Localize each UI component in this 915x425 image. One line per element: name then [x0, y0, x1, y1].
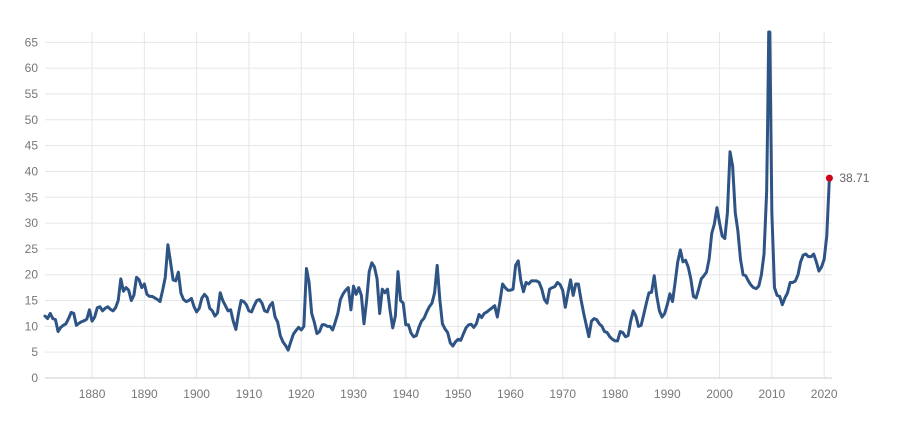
y-tick-label: 20	[25, 268, 39, 282]
y-tick-label: 35	[25, 190, 39, 204]
last-value-marker[interactable]	[825, 174, 833, 182]
x-tick-label: 2000	[706, 387, 733, 401]
y-tick-label: 55	[25, 87, 39, 101]
x-tick-label: 1880	[79, 387, 106, 401]
x-tick-label: 1920	[288, 387, 315, 401]
y-tick-label: 65	[25, 35, 39, 49]
x-tick-label: 1900	[183, 387, 210, 401]
x-tick-label: 1930	[340, 387, 367, 401]
last-value-label: 38.71	[839, 171, 869, 185]
x-tick-label: 1960	[497, 387, 524, 401]
y-tick-label: 0	[31, 371, 38, 385]
x-tick-label: 1970	[549, 387, 576, 401]
series-group[interactable]	[43, 30, 831, 352]
x-tick-label: 1890	[131, 387, 158, 401]
x-tick-label: 1990	[654, 387, 681, 401]
x-tick-label: 1980	[602, 387, 629, 401]
x-axis-tick-labels: 1880 1890 1900 1910 1920 1930 1940 1950 1960 1970…	[79, 387, 838, 401]
y-tick-label: 15	[25, 294, 39, 308]
x-tick-label: 2010	[759, 387, 786, 401]
x-tick-label: 1940	[392, 387, 419, 401]
x-gridlines	[91, 32, 825, 378]
x-tick-label: 1950	[445, 387, 472, 401]
y-tick-label: 40	[25, 164, 39, 178]
y-tick-label: 60	[25, 61, 39, 75]
y-axis-tick-labels: 0 5 10 15 20 25 30 35 40 45 50 55 60 65	[25, 35, 39, 385]
y-gridlines	[45, 41, 832, 379]
y-tick-label: 5	[31, 345, 38, 359]
y-tick-label: 50	[25, 113, 39, 127]
y-tick-label: 10	[25, 319, 39, 333]
x-tick-label: 2020	[811, 387, 838, 401]
y-tick-label: 25	[25, 242, 39, 256]
x-tick-label: 1910	[236, 387, 263, 401]
y-tick-label: 45	[25, 139, 39, 153]
series-line[interactable]	[43, 30, 831, 352]
y-tick-label: 30	[25, 216, 39, 230]
